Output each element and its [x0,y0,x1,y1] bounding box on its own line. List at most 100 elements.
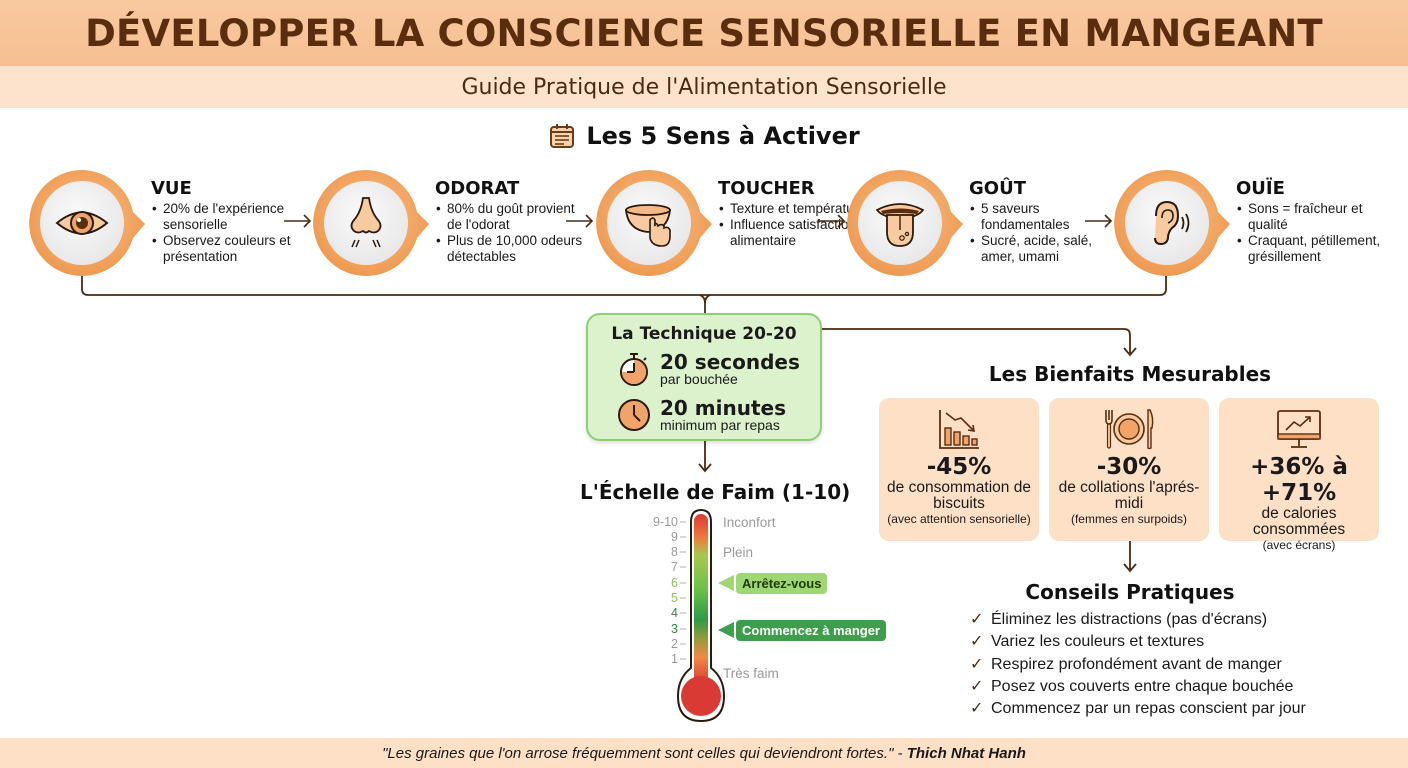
arrow-right-icon [284,214,312,228]
tips-list: ✓ Éliminez les distractions (pas d'écrans… [970,609,1306,720]
benefits-title: Les Bienfaits Mesurables [988,362,1272,386]
check-icon: ✓ [970,677,984,695]
arrow-right-icon [1085,214,1113,228]
arrow-right-icon [818,214,846,228]
sense-point: Sucré, acide, salé, amer, umami [969,233,1119,265]
scale-tick: 7 [671,560,678,574]
scale-tick: 2 [671,637,678,651]
stop-pointer-icon [718,575,734,591]
technique-row-seconds: 20 secondes par bouchée [616,351,800,387]
clock-icon [618,399,650,431]
eye-icon [55,211,109,235]
bowl-hand-icon [625,204,671,247]
tip-text: Commencez par un repas conscient par jou… [991,700,1306,718]
benefit-card-biscuits: -45% de consommation de biscuits (avec a… [879,398,1039,541]
benefit-note: (femmes en surpoids) [1070,512,1188,526]
quote-separator: - [893,744,907,762]
sense-bubble [29,170,146,276]
tips-title: Conseils Pratiques [1025,580,1235,604]
monitor-trend-icon [1277,410,1321,448]
senses-section-title: Les 5 Sens à Activer [0,122,1408,150]
page-title: DÉVELOPPER LA CONSCIENCE SENSORIELLE EN … [85,11,1323,55]
sense-point: 20% de l'expérience sensorielle [151,201,301,233]
quote-banner: "Les graines que l'on arrose fréquemment… [0,738,1408,768]
sense-bubble [847,170,963,276]
benefit-desc: de collations l'aprés-midi [1058,479,1200,512]
check-icon: ✓ [970,633,984,651]
benefit-note: (avec écrans) [1262,538,1336,552]
sense-name: ODORAT [435,178,520,199]
subtitle-banner: Guide Pratique de l'Alimentation Sensori… [0,66,1408,108]
technique-seconds-value: 20 secondes [660,349,800,374]
tongue-icon [875,203,925,247]
stop-eating-tag: Arrêtez-vous [736,573,828,594]
sense-name: OUÏE [1236,178,1285,199]
scale-tick-marks [680,521,686,660]
quote-text: "Les graines que l'on arrose fréquemment… [382,744,894,762]
sense-bubble [596,170,712,276]
hunger-scale-title: L'Échelle de Faim (1-10) [580,480,851,504]
scale-tick: 8 [671,545,678,559]
sense-point: Sons = fraîcheur et qualité [1236,201,1386,233]
plate-cutlery-icon [1105,409,1154,450]
scale-tick: 5 [671,591,678,605]
arrow-right-icon [566,214,594,228]
benefit-card-snacks: -30% de collations l'aprés-midi (femmes … [1049,398,1209,541]
title-banner: DÉVELOPPER LA CONSCIENCE SENSORIELLE EN … [0,0,1408,66]
technique-minutes-detail: minimum par repas [660,416,780,433]
quote-author: Thich Nhat Hanh [906,744,1026,762]
tip-item: ✓ Respirez profondément avant de manger [970,654,1306,676]
technique-row-minutes: 20 minutes minimum par repas [616,397,786,433]
sense-point: Observez couleurs et présentation [151,233,301,265]
calendar-icon [550,124,575,148]
sense-bubble [1114,170,1230,276]
tip-item: ✓ Variez les couleurs et textures [970,631,1306,653]
scale-word-full: Plein [723,545,754,560]
tip-text: Posez vos couverts entre chaque bouchée [991,677,1294,695]
sense-point: Craquant, pétillement, grésillement [1236,233,1386,265]
sense-point: Texture et température [718,201,868,217]
technique-title: La Technique 20-20 [611,324,797,344]
benefit-value: +36% à +71% [1250,454,1348,506]
technique-box: La Technique 20-20 20 secondes par bouch… [586,313,822,441]
stopwatch-icon [620,353,648,386]
sense-bubble [313,170,429,276]
check-icon: ✓ [970,655,984,673]
sense-name: GOÛT [969,178,1026,199]
tip-text: Éliminez les distractions (pas d'écrans) [991,611,1268,628]
tip-item: ✓ Éliminez les distractions (pas d'écrans… [970,609,1306,631]
benefit-desc: de calories consommées [1252,505,1346,538]
benefit-note: (avec attention sensorielle) [887,512,1031,526]
sense-point: 5 saveurs fondamentales [969,201,1119,233]
technique-minutes-value: 20 minutes [660,395,786,420]
nose-icon [350,197,382,248]
check-icon: ✓ [970,700,984,718]
thermometer-graphic [676,508,726,723]
sense-name: TOUCHER [718,178,815,199]
scale-tick: 9-10 [652,515,678,529]
page-subtitle: Guide Pratique de l'Alimentation Sensori… [461,74,947,100]
start-pointer-icon [718,622,734,638]
bar-chart-down-icon [939,410,979,449]
scale-tick: 6 [671,576,678,590]
tip-item: ✓ Commencez par un repas conscient par jo… [970,698,1306,720]
sense-name: VUE [151,178,192,199]
benefit-value: -30% [1096,454,1162,480]
sense-point: 80% du goût provient de l'odorat [435,201,585,233]
benefit-card-calories: +36% à +71% de calories consommées (avec… [1219,398,1379,552]
scale-word-very-hungry: Très faim [723,666,779,681]
technique-seconds-detail: par bouchée [660,370,738,387]
check-icon: ✓ [970,611,984,628]
senses-title-text: Les 5 Sens à Activer [586,122,860,150]
sense-point: Plus de 10,000 odeurs détectables [435,233,585,265]
scale-tick: 1 [671,652,678,666]
scale-tick: 9 [671,530,678,544]
start-eating-tag: Commencez à manger [736,620,886,641]
scale-word-discomfort: Inconfort [723,515,776,530]
tip-item: ✓ Posez vos couverts entre chaque bouchée [970,676,1306,698]
tip-text: Respirez profondément avant de manger [991,655,1282,673]
scale-tick: 3 [671,622,678,636]
scale-tick: 4 [671,606,678,620]
tip-text: Variez les couleurs et textures [991,633,1205,651]
